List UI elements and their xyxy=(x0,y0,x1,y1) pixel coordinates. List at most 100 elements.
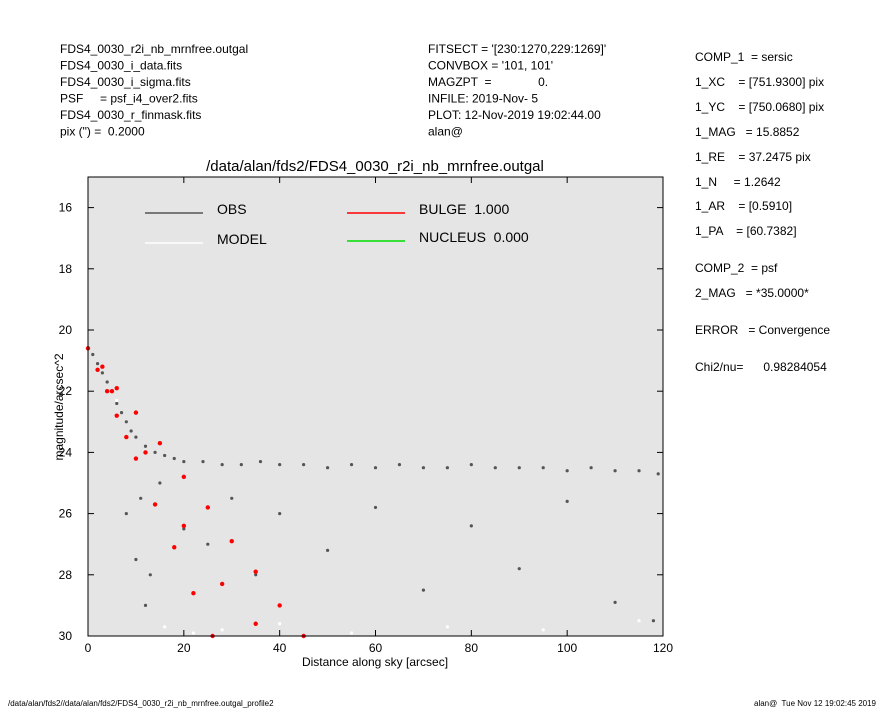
fit-parameter: 1_N = 1.2642 xyxy=(695,175,781,189)
data-point xyxy=(143,444,148,448)
y-tick-label: 22 xyxy=(59,384,73,398)
data-point xyxy=(119,411,124,415)
data-point xyxy=(157,441,163,446)
data-point xyxy=(124,434,129,440)
data-point xyxy=(229,538,234,544)
data-point xyxy=(105,380,109,384)
data-point xyxy=(254,573,258,577)
data-point xyxy=(253,621,258,626)
y-tick-label: 30 xyxy=(59,629,73,643)
fit-parameter: COMP_1 = sersic xyxy=(695,50,793,64)
data-point xyxy=(258,459,263,464)
fit-parameter: 1_PA = [60.7382] xyxy=(695,224,797,238)
data-point xyxy=(239,463,243,467)
data-point xyxy=(114,385,119,391)
data-point xyxy=(95,362,100,366)
data-point xyxy=(656,472,660,476)
data-point xyxy=(541,466,545,470)
fit-parameter: 2_MAG = *35.0000* xyxy=(695,286,809,300)
data-point xyxy=(517,567,521,571)
y-tick-label: 16 xyxy=(59,201,73,215)
chart-title: /data/alan/fds2/FDS4_0030_r2i_nb_mrnfree… xyxy=(206,158,544,175)
data-point xyxy=(104,389,110,394)
header-left-line: FDS4_0030_i_sigma.fits xyxy=(60,75,191,89)
data-point xyxy=(613,469,617,473)
data-point xyxy=(100,371,104,375)
data-point xyxy=(253,569,258,574)
fit-parameter: 1_RE = 37.2475 pix xyxy=(695,150,811,164)
header-middle-line: CONVBOX = '101, 101' xyxy=(428,59,553,73)
x-tick-label: 80 xyxy=(465,641,479,655)
data-point xyxy=(373,466,378,470)
data-point xyxy=(651,619,656,623)
data-point xyxy=(143,603,148,608)
y-tick-label: 20 xyxy=(59,323,73,337)
data-point xyxy=(181,523,187,529)
data-point xyxy=(152,502,158,507)
data-point xyxy=(201,459,205,464)
x-axis-label: Distance along sky [arcsec] xyxy=(302,655,448,669)
data-point xyxy=(139,496,143,500)
header-left-line: PSF = psf_i4_over2.fits xyxy=(60,92,198,106)
data-point xyxy=(517,466,521,470)
header-left-line: pix (") = 0.2000 xyxy=(60,125,145,139)
header-left-line: FDS4_0030_r2i_nb_mrnfree.outgal xyxy=(60,42,248,56)
data-point xyxy=(421,466,426,470)
data-point xyxy=(589,466,593,470)
data-point xyxy=(182,459,186,464)
x-tick-label: 120 xyxy=(653,641,673,655)
header-middle-line: FITSECT = '[230:1270,229:1269]' xyxy=(428,42,606,56)
data-point xyxy=(493,466,497,470)
header-left-line: FDS4_0030_r_finmask.fits xyxy=(60,108,201,122)
data-point xyxy=(302,463,306,467)
header-middle-line: PLOT: 12-Nov-2019 19:02:44.00 xyxy=(428,108,601,122)
data-point xyxy=(349,631,354,635)
legend-label: OBS xyxy=(217,201,247,217)
legend-label: NUCLEUS 0.000 xyxy=(419,229,529,245)
footer-right: alan@ Tue Nov 12 19:02:45 2019 xyxy=(754,699,877,708)
data-point xyxy=(278,463,282,467)
data-point xyxy=(637,469,641,473)
data-point xyxy=(421,588,426,592)
data-point xyxy=(95,367,100,372)
data-point xyxy=(191,631,196,635)
data-point xyxy=(469,463,473,467)
data-point xyxy=(133,456,139,461)
x-tick-label: 20 xyxy=(177,641,191,655)
fit-parameter: 1_YC = [750.0680] pix xyxy=(695,100,824,114)
data-point xyxy=(100,364,105,369)
x-tick-label: 60 xyxy=(369,641,383,655)
y-axis-label: magnitude/arcsec^2 xyxy=(52,353,66,460)
data-point xyxy=(613,600,617,604)
header-left-line: FDS4_0030_i_data.fits xyxy=(60,59,182,73)
data-point xyxy=(143,450,148,455)
plot-frame xyxy=(87,176,664,637)
y-tick-label: 28 xyxy=(59,568,73,582)
data-point xyxy=(325,466,330,470)
data-point xyxy=(163,453,167,458)
plot-area xyxy=(88,177,663,636)
data-point xyxy=(220,628,224,632)
data-point xyxy=(445,466,449,470)
legend-label: MODEL xyxy=(217,231,267,247)
data-point xyxy=(191,590,196,596)
x-tick-label: 100 xyxy=(557,641,577,655)
data-point xyxy=(278,511,282,516)
y-tick-label: 18 xyxy=(59,262,73,276)
x-tick-label: 40 xyxy=(273,641,287,655)
legend-label: BULGE 1.000 xyxy=(419,201,509,217)
fit-parameter: Chi2/nu= 0.98284054 xyxy=(695,360,827,374)
header-middle-line: alan@ xyxy=(428,125,463,139)
data-point xyxy=(469,524,473,528)
data-point xyxy=(134,557,138,562)
data-point xyxy=(129,429,133,433)
data-point xyxy=(637,619,641,623)
data-point xyxy=(163,625,167,629)
data-point xyxy=(565,499,569,503)
footer-left: /data/alan/fds2//data/alan/fds2/FDS4_003… xyxy=(8,699,274,708)
data-point xyxy=(91,352,95,357)
y-tick-label: 26 xyxy=(59,507,73,521)
data-point xyxy=(124,511,128,516)
fit-parameter: 1_MAG = 15.8852 xyxy=(695,125,800,139)
